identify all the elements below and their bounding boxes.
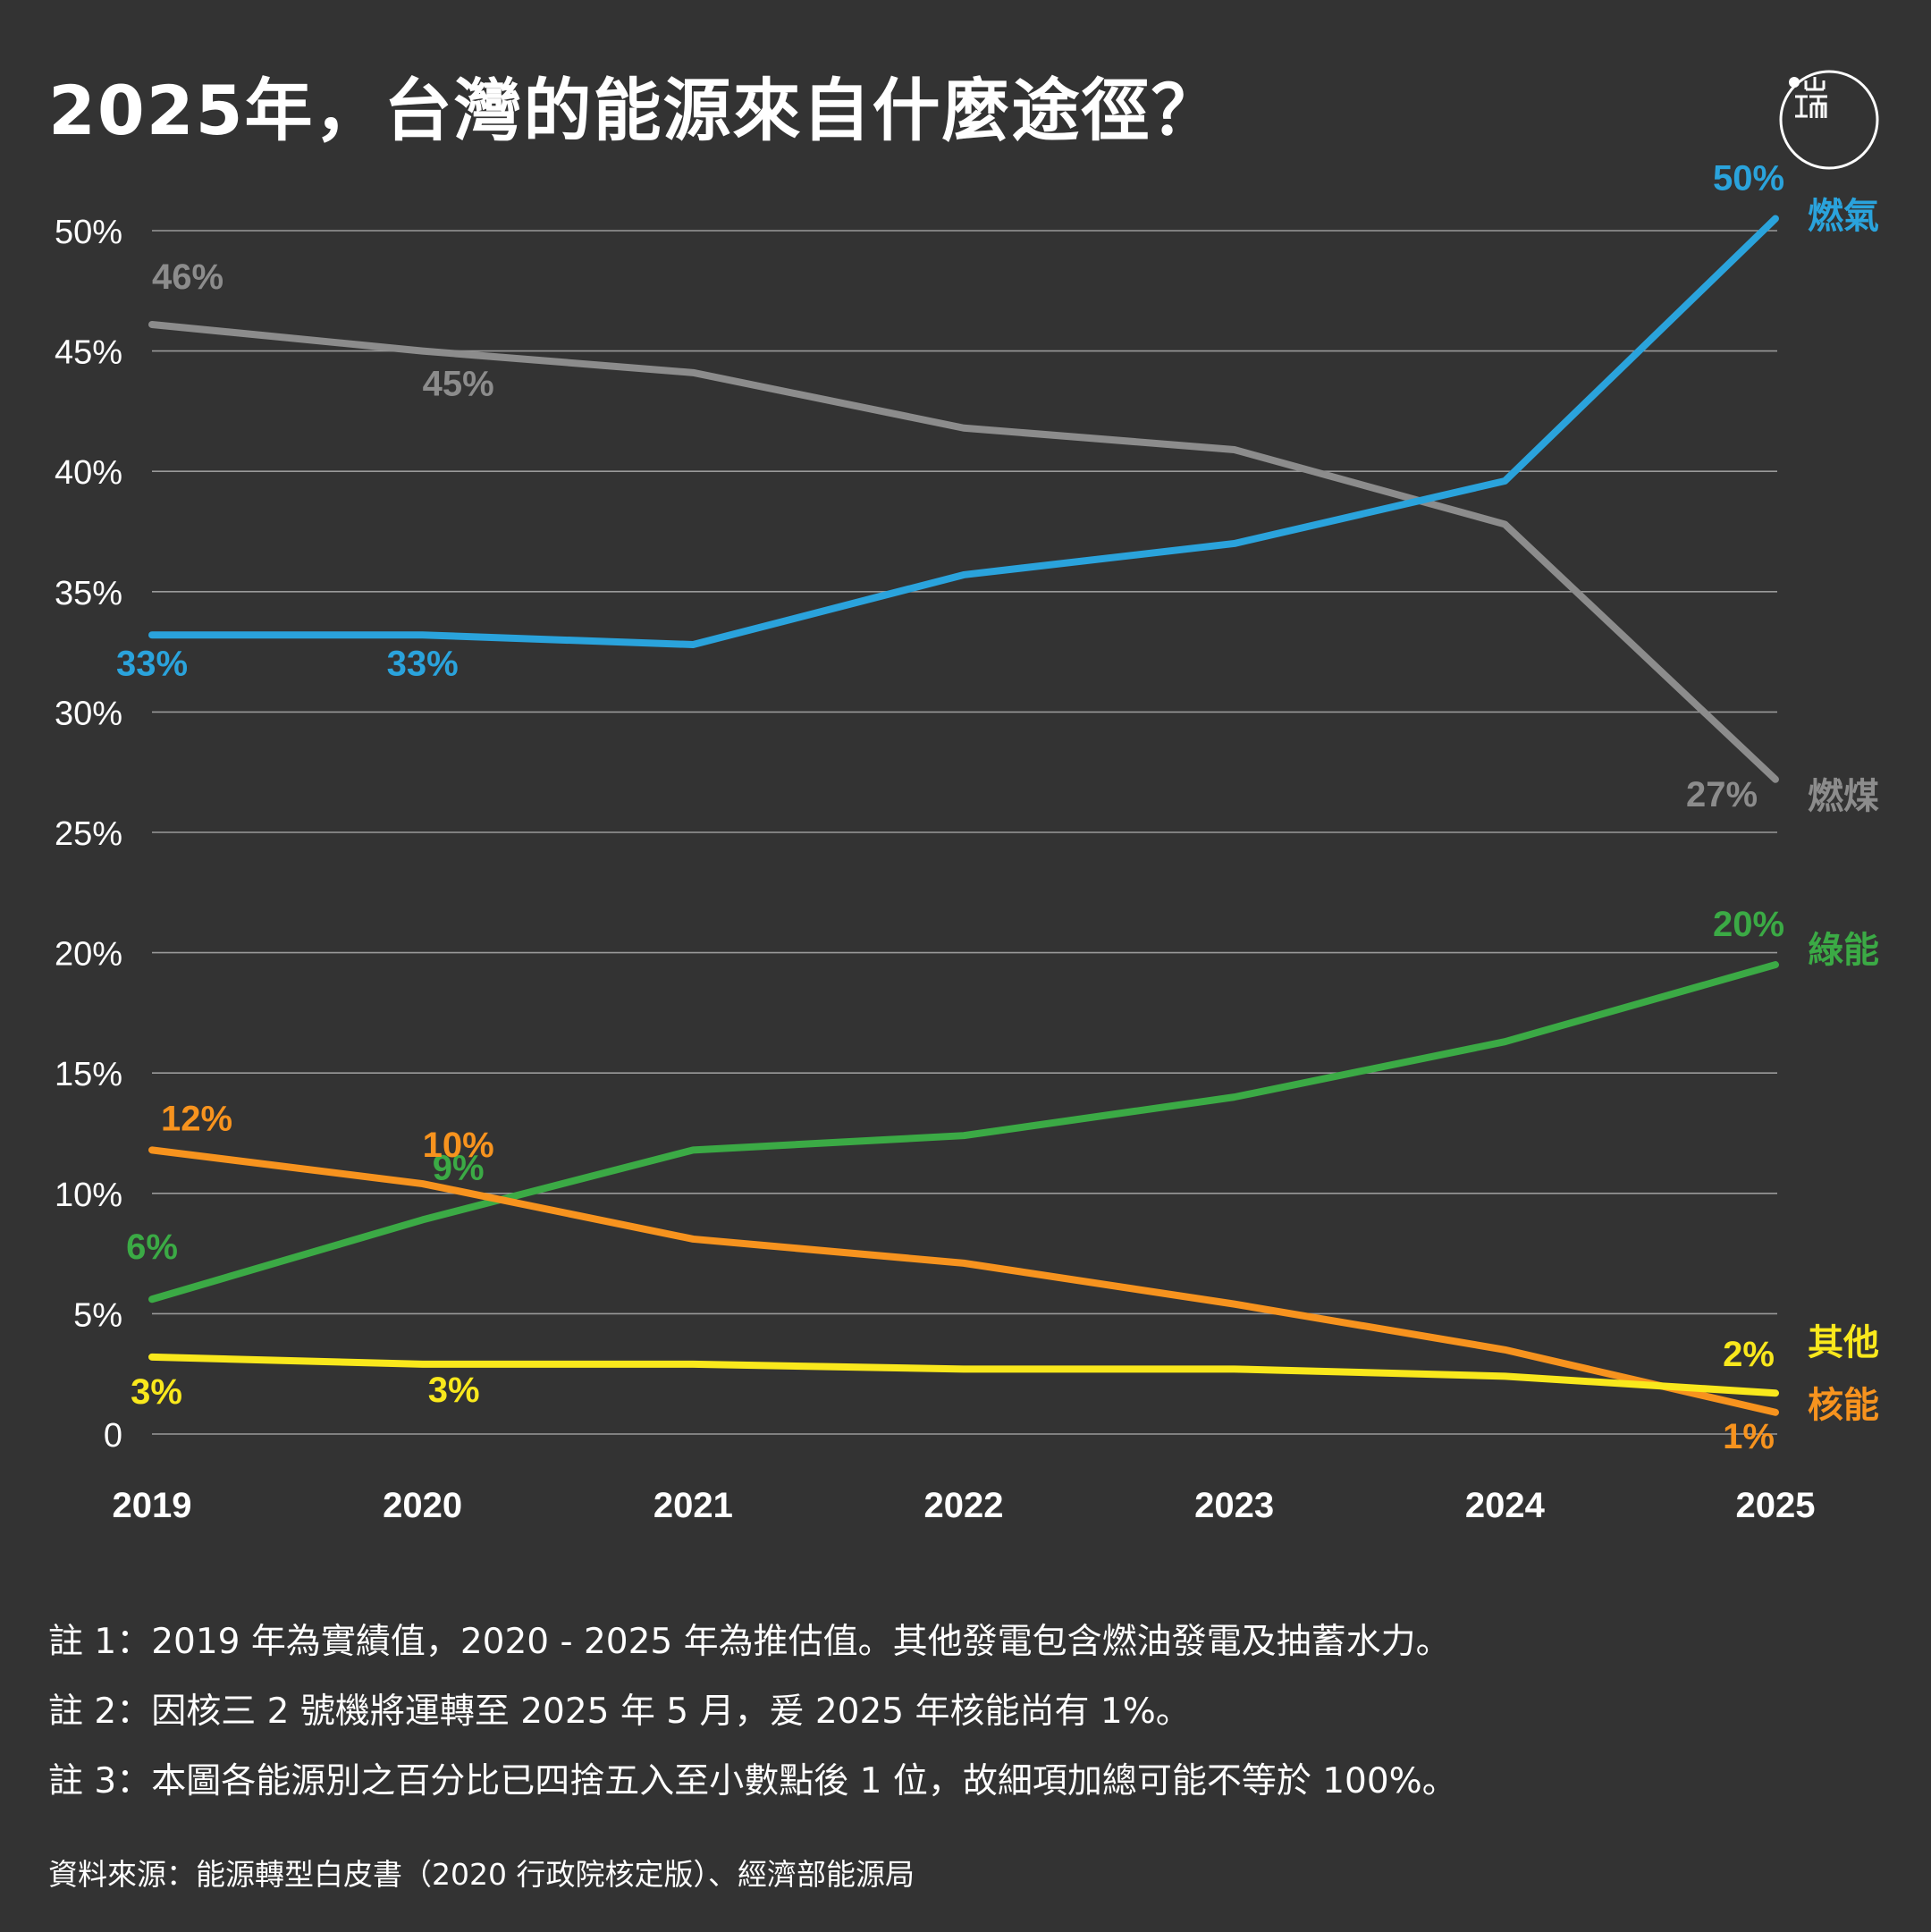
x-tick-label: 2021	[654, 1486, 733, 1525]
series-line	[148, 320, 1779, 783]
initium-logo-icon	[1779, 70, 1879, 170]
series-line	[148, 1353, 1779, 1397]
y-tick-label: 40%	[55, 454, 122, 492]
x-axis-tick-labels: 2019 2020 2021 2022 2023 2024 2025	[113, 1486, 1816, 1525]
x-tick-label: 2023	[1194, 1486, 1274, 1525]
x-tick-label: 2024	[1465, 1486, 1546, 1525]
data-label: 12%	[161, 1099, 232, 1138]
y-tick-label: 35%	[55, 575, 122, 612]
footnotes: 註 1：2019 年為實績值，2020 - 2025 年為推估值。其他發電包含燃…	[48, 1607, 1457, 1817]
data-label: 33%	[116, 644, 188, 683]
x-tick-label: 2019	[113, 1486, 192, 1525]
series-lines	[148, 215, 1779, 1416]
line-chart: 05%10%15%20%25%30%35%40%45%50% 2019 2020 2…	[55, 159, 1879, 1525]
footnote-1: 註 1：2019 年為實績值，2020 - 2025 年為推估值。其他發電包含燃…	[48, 1622, 1451, 1662]
series-name-label: 燃氣	[1808, 196, 1879, 237]
data-label: 6%	[126, 1228, 178, 1267]
data-label: 10%	[423, 1126, 494, 1165]
data-label: 3%	[428, 1371, 480, 1410]
data-label: 9%	[433, 1148, 485, 1187]
data-label: 46%	[152, 257, 223, 297]
data-labels: 46% 45% 27% 33% 33% 50% 6% 9% 20% 12% 10% 1% 3% 3% 2%	[116, 159, 1784, 1456]
data-label: 2%	[1723, 1335, 1775, 1374]
y-tick-label: 5%	[73, 1296, 122, 1334]
y-tick-label: 15%	[55, 1056, 122, 1093]
data-label: 3%	[131, 1372, 182, 1412]
series-line	[148, 215, 1779, 649]
x-tick-label: 2025	[1736, 1486, 1816, 1525]
series-name-label: 核能	[1808, 1385, 1879, 1426]
y-axis-tick-labels: 0 5% 10% 15% 20% 25% 30% 35% 40% 45% 50%	[55, 214, 122, 1455]
y-tick-label: 10%	[55, 1177, 122, 1214]
data-label: 45%	[423, 365, 494, 404]
series-line	[148, 1146, 1779, 1416]
series-name-label: 燃煤	[1808, 776, 1879, 817]
y-tick-label: 50%	[55, 214, 122, 251]
x-tick-label: 2022	[924, 1486, 1004, 1525]
grid-lines	[152, 230, 1777, 1435]
data-label: 20%	[1713, 905, 1784, 944]
y-tick-label: 30%	[55, 695, 122, 732]
data-source: 資料來源：能源轉型白皮書（2020 行政院核定版）、經濟部能源局	[48, 1857, 915, 1892]
x-tick-label: 2020	[383, 1486, 462, 1525]
chart-title: 2025年，台灣的能源來自什麼途徑？	[48, 71, 1221, 150]
y-tick-label: 25%	[55, 815, 122, 853]
y-tick-label: 20%	[55, 936, 122, 974]
data-label: 27%	[1686, 775, 1758, 814]
series-name-label: 綠能	[1808, 930, 1879, 971]
data-label: 33%	[387, 644, 459, 683]
footnote-2: 註 2：因核三 2 號機將運轉至 2025 年 5 月，爰 2025 年核能尚有…	[48, 1692, 1191, 1732]
series-name-label: 其他	[1808, 1322, 1879, 1363]
series-line	[148, 961, 1779, 1303]
data-label: 1%	[1723, 1417, 1775, 1456]
footnote-3: 註 3：本圖各能源別之百分比已四捨五入至小數點後 1 位，故細項加總可能不等於 …	[48, 1761, 1457, 1801]
y-tick-label: 45%	[55, 334, 122, 372]
y-tick-label: 0	[104, 1417, 122, 1455]
data-label: 50%	[1713, 159, 1784, 198]
